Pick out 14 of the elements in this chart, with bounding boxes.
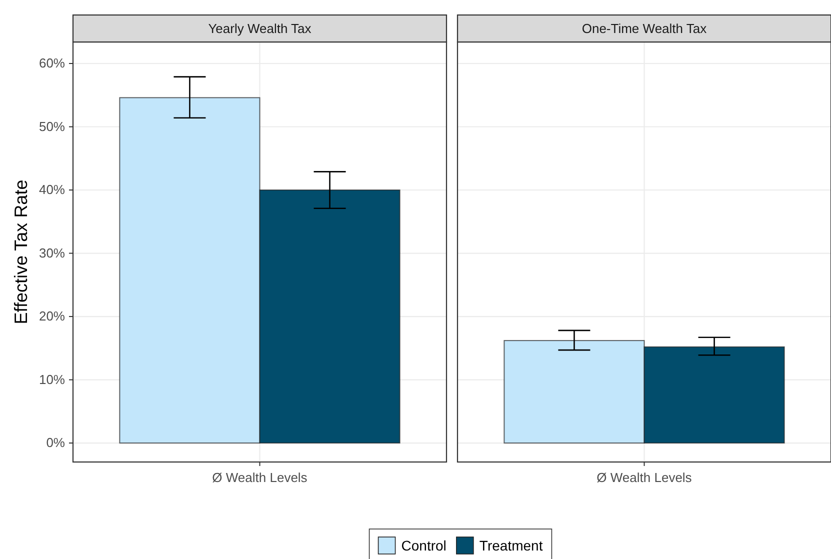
- text: Yearly Wealth Tax: [208, 21, 312, 36]
- y-tick-label: 40%: [38, 182, 66, 198]
- y-tick-label: 20%: [38, 308, 66, 324]
- y-axis-title: Effective Tax Rate: [11, 180, 31, 324]
- y-tick-label: 0%: [46, 435, 66, 450]
- y-tick-label: 10%: [38, 372, 66, 387]
- x-tick-label: Ø Wealth Levels: [212, 470, 308, 485]
- y-tick-label: 30%: [38, 245, 66, 260]
- x-tick-label: Ø Wealth Levels: [596, 470, 692, 485]
- text: One-Time Wealth Tax: [582, 21, 708, 36]
- legend-label: Treatment: [479, 538, 543, 554]
- y-tick-label: 60%: [38, 56, 66, 71]
- y-tick-label: 50%: [38, 118, 66, 134]
- legend-label: Control: [401, 538, 446, 554]
